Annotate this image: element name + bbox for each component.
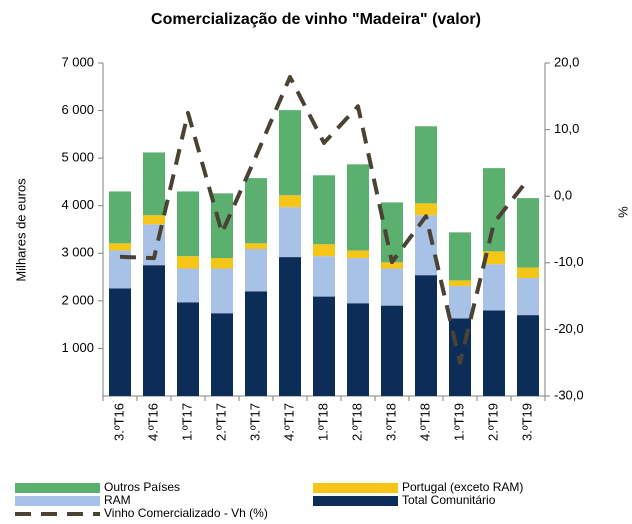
bar-segment	[109, 288, 131, 396]
legend-label: Vinho Comercializado - Vh (%)	[104, 506, 268, 520]
y-tick-label: 5 000	[61, 150, 94, 165]
bar-segment	[381, 262, 403, 269]
bar-segment	[483, 310, 505, 396]
bar-segment	[415, 126, 437, 204]
bar-segment	[211, 268, 233, 314]
bar-segment	[449, 232, 471, 281]
bar-segment	[245, 249, 267, 292]
bar-segment	[347, 303, 369, 396]
bar-segment	[449, 280, 471, 287]
bar-segment	[177, 268, 199, 303]
legend-swatch	[15, 483, 100, 493]
bar-segment	[211, 258, 233, 269]
x-tick-label: 1.ºT19	[451, 403, 466, 441]
y-tick-label: 3 000	[61, 245, 94, 260]
bar-segment	[347, 258, 369, 304]
y-tick-label: 2 000	[61, 292, 94, 307]
y2-tick-label: -10,0	[554, 254, 584, 269]
bar-segment	[109, 243, 131, 251]
legend-swatch	[313, 496, 398, 506]
bar-segment	[313, 256, 335, 297]
y2-tick-label: -30,0	[554, 387, 584, 402]
bar-segment	[143, 152, 165, 216]
x-tick-label: 1.ºT17	[179, 403, 194, 441]
x-tick-label: 3.ºT16	[111, 403, 126, 441]
bar-segment	[279, 110, 301, 196]
x-tick-label: 4.ºT17	[281, 403, 296, 441]
legend-label: RAM	[104, 493, 131, 507]
x-tick-label: 3.ºT17	[247, 403, 262, 441]
x-tick-label: 1.ºT18	[315, 403, 330, 441]
legend-swatch	[313, 483, 398, 493]
bar-segment	[245, 178, 267, 244]
bar-segment	[143, 215, 165, 225]
bar-segment	[517, 315, 539, 396]
x-tick-label: 2.ºT19	[485, 403, 500, 441]
bar-segment	[279, 257, 301, 396]
bar-segment	[245, 291, 267, 396]
y2-tick-label: 10,0	[554, 121, 579, 136]
bar-segment	[143, 265, 165, 396]
legend-label: Outros Países	[104, 480, 180, 494]
bar-segment	[517, 267, 539, 279]
legend-label: Total Comunitário	[402, 493, 496, 507]
bar-segment	[279, 195, 301, 208]
bar-segment	[415, 275, 437, 396]
bar-segment	[517, 198, 539, 268]
y2-tick-label: 0,0	[554, 188, 572, 203]
bar-segment	[245, 243, 267, 250]
bar-segment	[449, 286, 471, 319]
y-axis-label: Milhares de euros	[13, 178, 28, 282]
x-tick-label: 3.ºT18	[383, 403, 398, 441]
bar-segment	[381, 268, 403, 306]
bar-segment	[109, 250, 131, 289]
bar-segment	[347, 250, 369, 259]
x-tick-label: 4.ºT18	[417, 403, 432, 441]
bar-segment	[517, 278, 539, 316]
y2-axis-label: %	[616, 206, 631, 218]
legend-swatch	[15, 496, 100, 506]
chart-title: Comercialização de vinho "Madeira" (valo…	[151, 11, 481, 28]
bar-segment	[313, 296, 335, 396]
bar-segment	[279, 207, 301, 258]
line-series	[119, 74, 530, 365]
x-tick-label: 3.ºT19	[519, 403, 534, 441]
bar-segment	[347, 164, 369, 251]
bar-segment	[109, 191, 131, 244]
x-tick-label: 2.ºT18	[349, 403, 364, 441]
bar-segment	[415, 203, 437, 216]
y-tick-label: 1 000	[61, 340, 94, 355]
bar-segment	[483, 168, 505, 252]
y-tick-label: 7 000	[61, 54, 94, 69]
x-tick-label: 2.ºT17	[213, 403, 228, 441]
bar-segment	[313, 244, 335, 257]
bar-segment	[483, 251, 505, 265]
x-tick-label: 4.ºT16	[145, 403, 160, 441]
bar-segment	[177, 302, 199, 396]
y-tick-label: 4 000	[61, 197, 94, 212]
bar-segment	[177, 256, 199, 269]
bar-segment	[381, 202, 403, 263]
y2-tick-label: -20,0	[554, 321, 584, 336]
legend-label: Portugal (exceto RAM)	[402, 480, 523, 494]
bar-segment	[313, 175, 335, 245]
y2-tick-label: 20,0	[554, 54, 579, 69]
y-tick-label: 6 000	[61, 102, 94, 117]
bar-segment	[211, 313, 233, 396]
bar-segment	[381, 305, 403, 396]
bar-segment	[177, 191, 199, 257]
bar-segment	[483, 264, 505, 311]
bar-segment	[415, 215, 437, 276]
